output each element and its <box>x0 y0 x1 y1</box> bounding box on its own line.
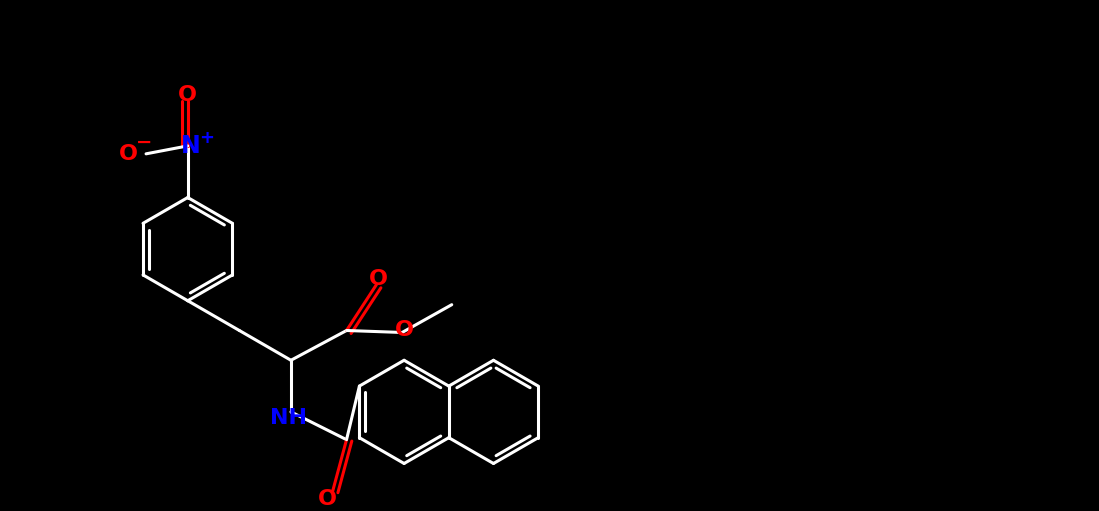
Text: +: + <box>199 129 214 147</box>
Text: NH: NH <box>270 408 308 428</box>
Text: O: O <box>319 489 337 509</box>
Text: O: O <box>119 144 137 164</box>
Text: O: O <box>369 269 388 289</box>
Text: −: − <box>136 132 153 151</box>
Text: N: N <box>181 134 201 158</box>
Text: O: O <box>395 320 413 340</box>
Text: O: O <box>178 85 197 105</box>
